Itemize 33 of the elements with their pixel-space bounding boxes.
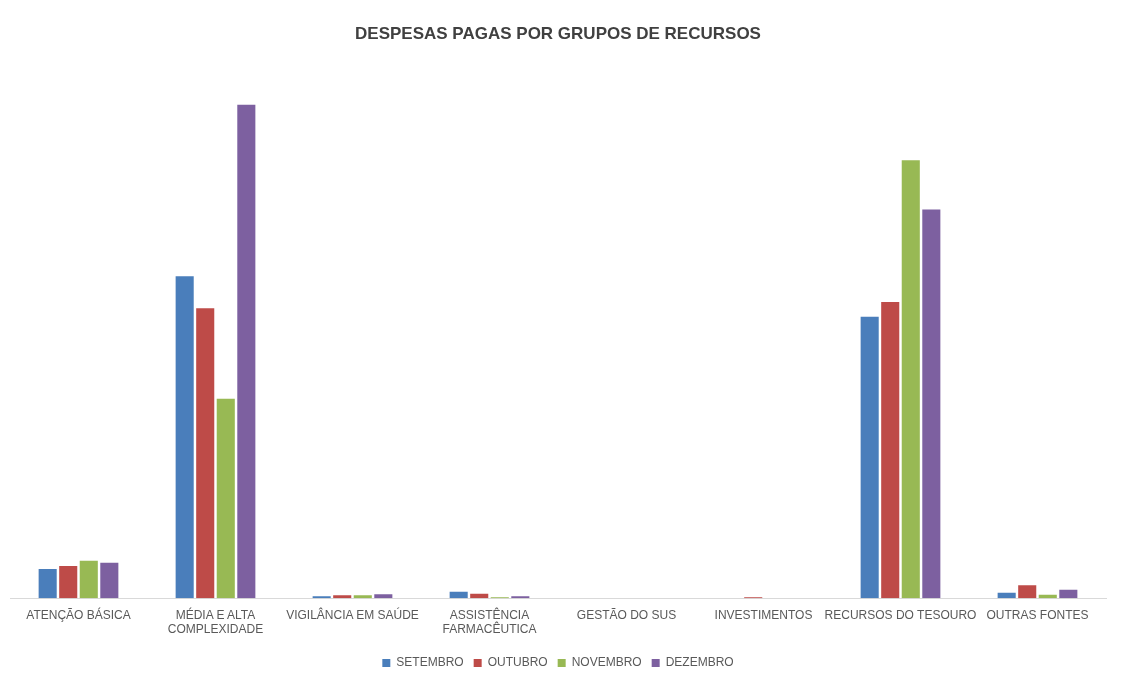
bar: [860, 316, 879, 599]
bar: [1059, 589, 1078, 599]
bar: [216, 398, 235, 599]
bar: [997, 592, 1016, 599]
x-tick-label: GESTÃO DO SUS: [576, 607, 677, 622]
x-tick-label: INVESTIMENTOS: [714, 607, 813, 622]
x-tick-label: VIGILÂNCIA EM SAÚDE: [286, 606, 419, 622]
bar: [922, 209, 941, 599]
bar: [901, 160, 920, 599]
bar: [333, 595, 352, 599]
bar: [59, 566, 78, 599]
bar: [196, 308, 215, 599]
bar: [881, 301, 900, 599]
bar: [1018, 585, 1037, 599]
legend-label: DEZEMBRO: [665, 655, 734, 670]
bar: [470, 593, 489, 599]
bar: [237, 104, 256, 599]
x-tick-label: RECURSOS DO TESOURO: [824, 607, 977, 622]
x-tick-label: MÉDIA E ALTA COMPLEXIDADE: [167, 606, 264, 637]
bar: [79, 560, 98, 599]
bar: [449, 591, 468, 599]
bar: [353, 595, 372, 599]
legend-label: SETEMBRO: [396, 655, 464, 670]
bar: [175, 276, 194, 599]
x-tick-label: ASSISTÊNCIA FARMACÊUTICA: [442, 606, 537, 637]
chart-title: DESPESAS PAGAS POR GRUPOS DE RECURSOS: [355, 23, 761, 43]
bar: [38, 569, 57, 599]
x-tick-label: OUTRAS FONTES: [986, 607, 1089, 622]
legend-label: NOVEMBRO: [571, 655, 642, 670]
bar: [100, 562, 119, 599]
bar: [374, 594, 393, 599]
x-tick-label: ATENÇÃO BÁSICA: [26, 606, 131, 622]
legend-label: OUTUBRO: [487, 655, 548, 670]
